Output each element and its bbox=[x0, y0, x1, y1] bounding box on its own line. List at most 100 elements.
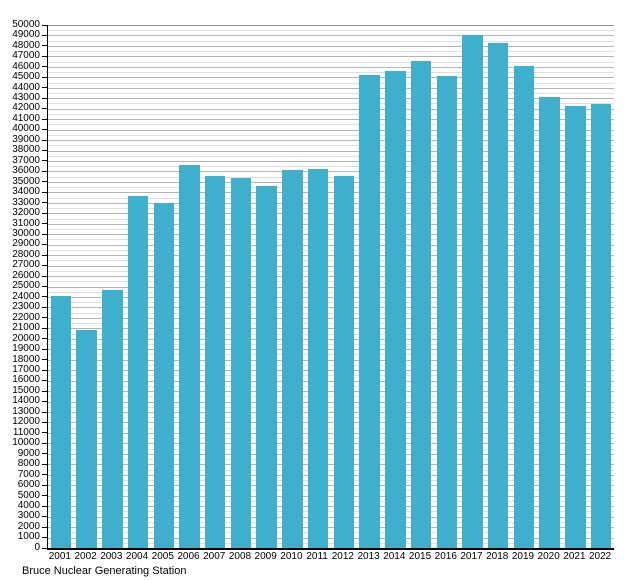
y-tick bbox=[42, 181, 47, 183]
gridline-minor bbox=[48, 511, 614, 513]
gridline-minor bbox=[48, 375, 614, 377]
y-tick bbox=[42, 160, 47, 162]
gridline-major bbox=[48, 234, 614, 236]
gridline-minor bbox=[48, 176, 614, 178]
x-tick-label: 2017 bbox=[460, 551, 483, 562]
y-tick-label: 45000 bbox=[12, 71, 40, 83]
y-tick-label: 21000 bbox=[12, 322, 40, 334]
gridline-minor bbox=[48, 385, 614, 387]
gridline-minor bbox=[48, 459, 614, 461]
gridline-minor bbox=[48, 40, 614, 42]
x-tick-label: 2012 bbox=[331, 551, 354, 562]
gridline-major bbox=[48, 527, 614, 529]
y-tick-label: 22000 bbox=[12, 311, 40, 323]
y-tick-label: 37000 bbox=[12, 154, 40, 166]
gridline-major bbox=[48, 98, 614, 100]
gridline-major bbox=[48, 66, 614, 68]
y-tick bbox=[42, 348, 47, 350]
gridline-minor bbox=[48, 134, 614, 136]
gridline-major bbox=[48, 25, 614, 26]
x-tick-label: 2020 bbox=[537, 551, 560, 562]
bar-2008 bbox=[230, 178, 252, 548]
gridline-minor bbox=[48, 30, 614, 32]
x-tick-label: 2008 bbox=[228, 551, 252, 562]
gridline-major bbox=[48, 516, 614, 518]
bar-2005 bbox=[153, 203, 175, 548]
x-tick-label: 2005 bbox=[151, 551, 174, 562]
y-tick-label: 47000 bbox=[12, 50, 40, 62]
y-tick bbox=[42, 317, 47, 319]
bar-2013 bbox=[359, 74, 380, 548]
y-tick bbox=[42, 390, 47, 392]
y-tick bbox=[42, 495, 47, 497]
gridline-minor bbox=[48, 344, 614, 346]
gridline-minor bbox=[48, 354, 614, 356]
gridline-major bbox=[48, 328, 614, 330]
gridline-major bbox=[48, 35, 614, 37]
y-tick bbox=[42, 338, 47, 340]
y-tick-label: 33000 bbox=[12, 196, 40, 208]
y-tick bbox=[42, 516, 47, 518]
gridline-minor bbox=[48, 480, 614, 481]
bar-2015 bbox=[410, 60, 432, 548]
y-tick-label: 12000 bbox=[12, 416, 40, 428]
y-tick-label: 49000 bbox=[12, 29, 40, 41]
y-tick-label: 10000 bbox=[12, 437, 40, 449]
gridline-major bbox=[48, 160, 614, 162]
y-tick bbox=[42, 118, 47, 120]
bar-2002 bbox=[76, 329, 97, 548]
gridline-major bbox=[48, 474, 614, 476]
y-tick-label: 8000 bbox=[17, 458, 40, 470]
y-tick-label: 4000 bbox=[17, 499, 40, 511]
y-tick bbox=[42, 453, 47, 455]
gridline-minor bbox=[48, 448, 614, 450]
y-tick-label: 16000 bbox=[12, 374, 40, 386]
gridline-minor bbox=[48, 249, 614, 251]
gridline-minor bbox=[48, 197, 614, 199]
bar-2014 bbox=[385, 70, 406, 548]
y-tick-label: 7000 bbox=[17, 468, 40, 480]
gridline-major bbox=[48, 265, 614, 267]
gridline-major bbox=[48, 140, 614, 142]
gridline-minor bbox=[48, 145, 614, 147]
y-tick bbox=[42, 55, 47, 57]
y-tick-label: 13000 bbox=[12, 405, 40, 417]
x-tick-label: 2001 bbox=[48, 551, 71, 562]
gridline-minor bbox=[48, 521, 614, 523]
y-tick-label: 35000 bbox=[12, 175, 40, 187]
gridline-minor bbox=[48, 469, 614, 471]
y-tick-label: 31000 bbox=[12, 217, 40, 229]
gridline-major bbox=[48, 296, 614, 298]
bar-2004 bbox=[127, 196, 149, 548]
y-tick bbox=[42, 401, 47, 403]
gridline-major bbox=[48, 401, 614, 403]
x-tick-label: 2003 bbox=[100, 551, 123, 562]
gridline-major bbox=[48, 244, 614, 246]
gridline-major bbox=[48, 317, 614, 319]
gridline-minor bbox=[48, 417, 614, 419]
x-tick-label: 2016 bbox=[434, 551, 457, 562]
y-tick bbox=[42, 442, 47, 444]
y-tick-label: 17000 bbox=[12, 363, 40, 375]
gridline-minor bbox=[48, 281, 614, 283]
y-tick-label: 43000 bbox=[12, 92, 40, 104]
gridline-major bbox=[48, 443, 614, 445]
y-tick-label: 50000 bbox=[12, 18, 40, 30]
gridline-major bbox=[48, 276, 614, 278]
gridline-minor bbox=[48, 187, 614, 189]
y-tick bbox=[42, 296, 47, 298]
y-tick bbox=[42, 170, 47, 172]
bar-2011 bbox=[307, 168, 329, 548]
y-tick-label: 41000 bbox=[12, 112, 40, 124]
y-tick bbox=[42, 327, 47, 329]
y-tick-label: 20000 bbox=[12, 332, 40, 344]
y-tick-label: 2000 bbox=[17, 520, 40, 532]
y-tick-label: 5000 bbox=[17, 489, 40, 501]
bar-2017 bbox=[462, 34, 483, 548]
y-tick-label: 1000 bbox=[17, 531, 40, 543]
plot-area bbox=[47, 25, 614, 550]
x-tick-label: 2010 bbox=[280, 551, 303, 562]
y-tick bbox=[42, 202, 47, 204]
gridline-major bbox=[48, 192, 614, 194]
gridline-major bbox=[48, 181, 614, 183]
